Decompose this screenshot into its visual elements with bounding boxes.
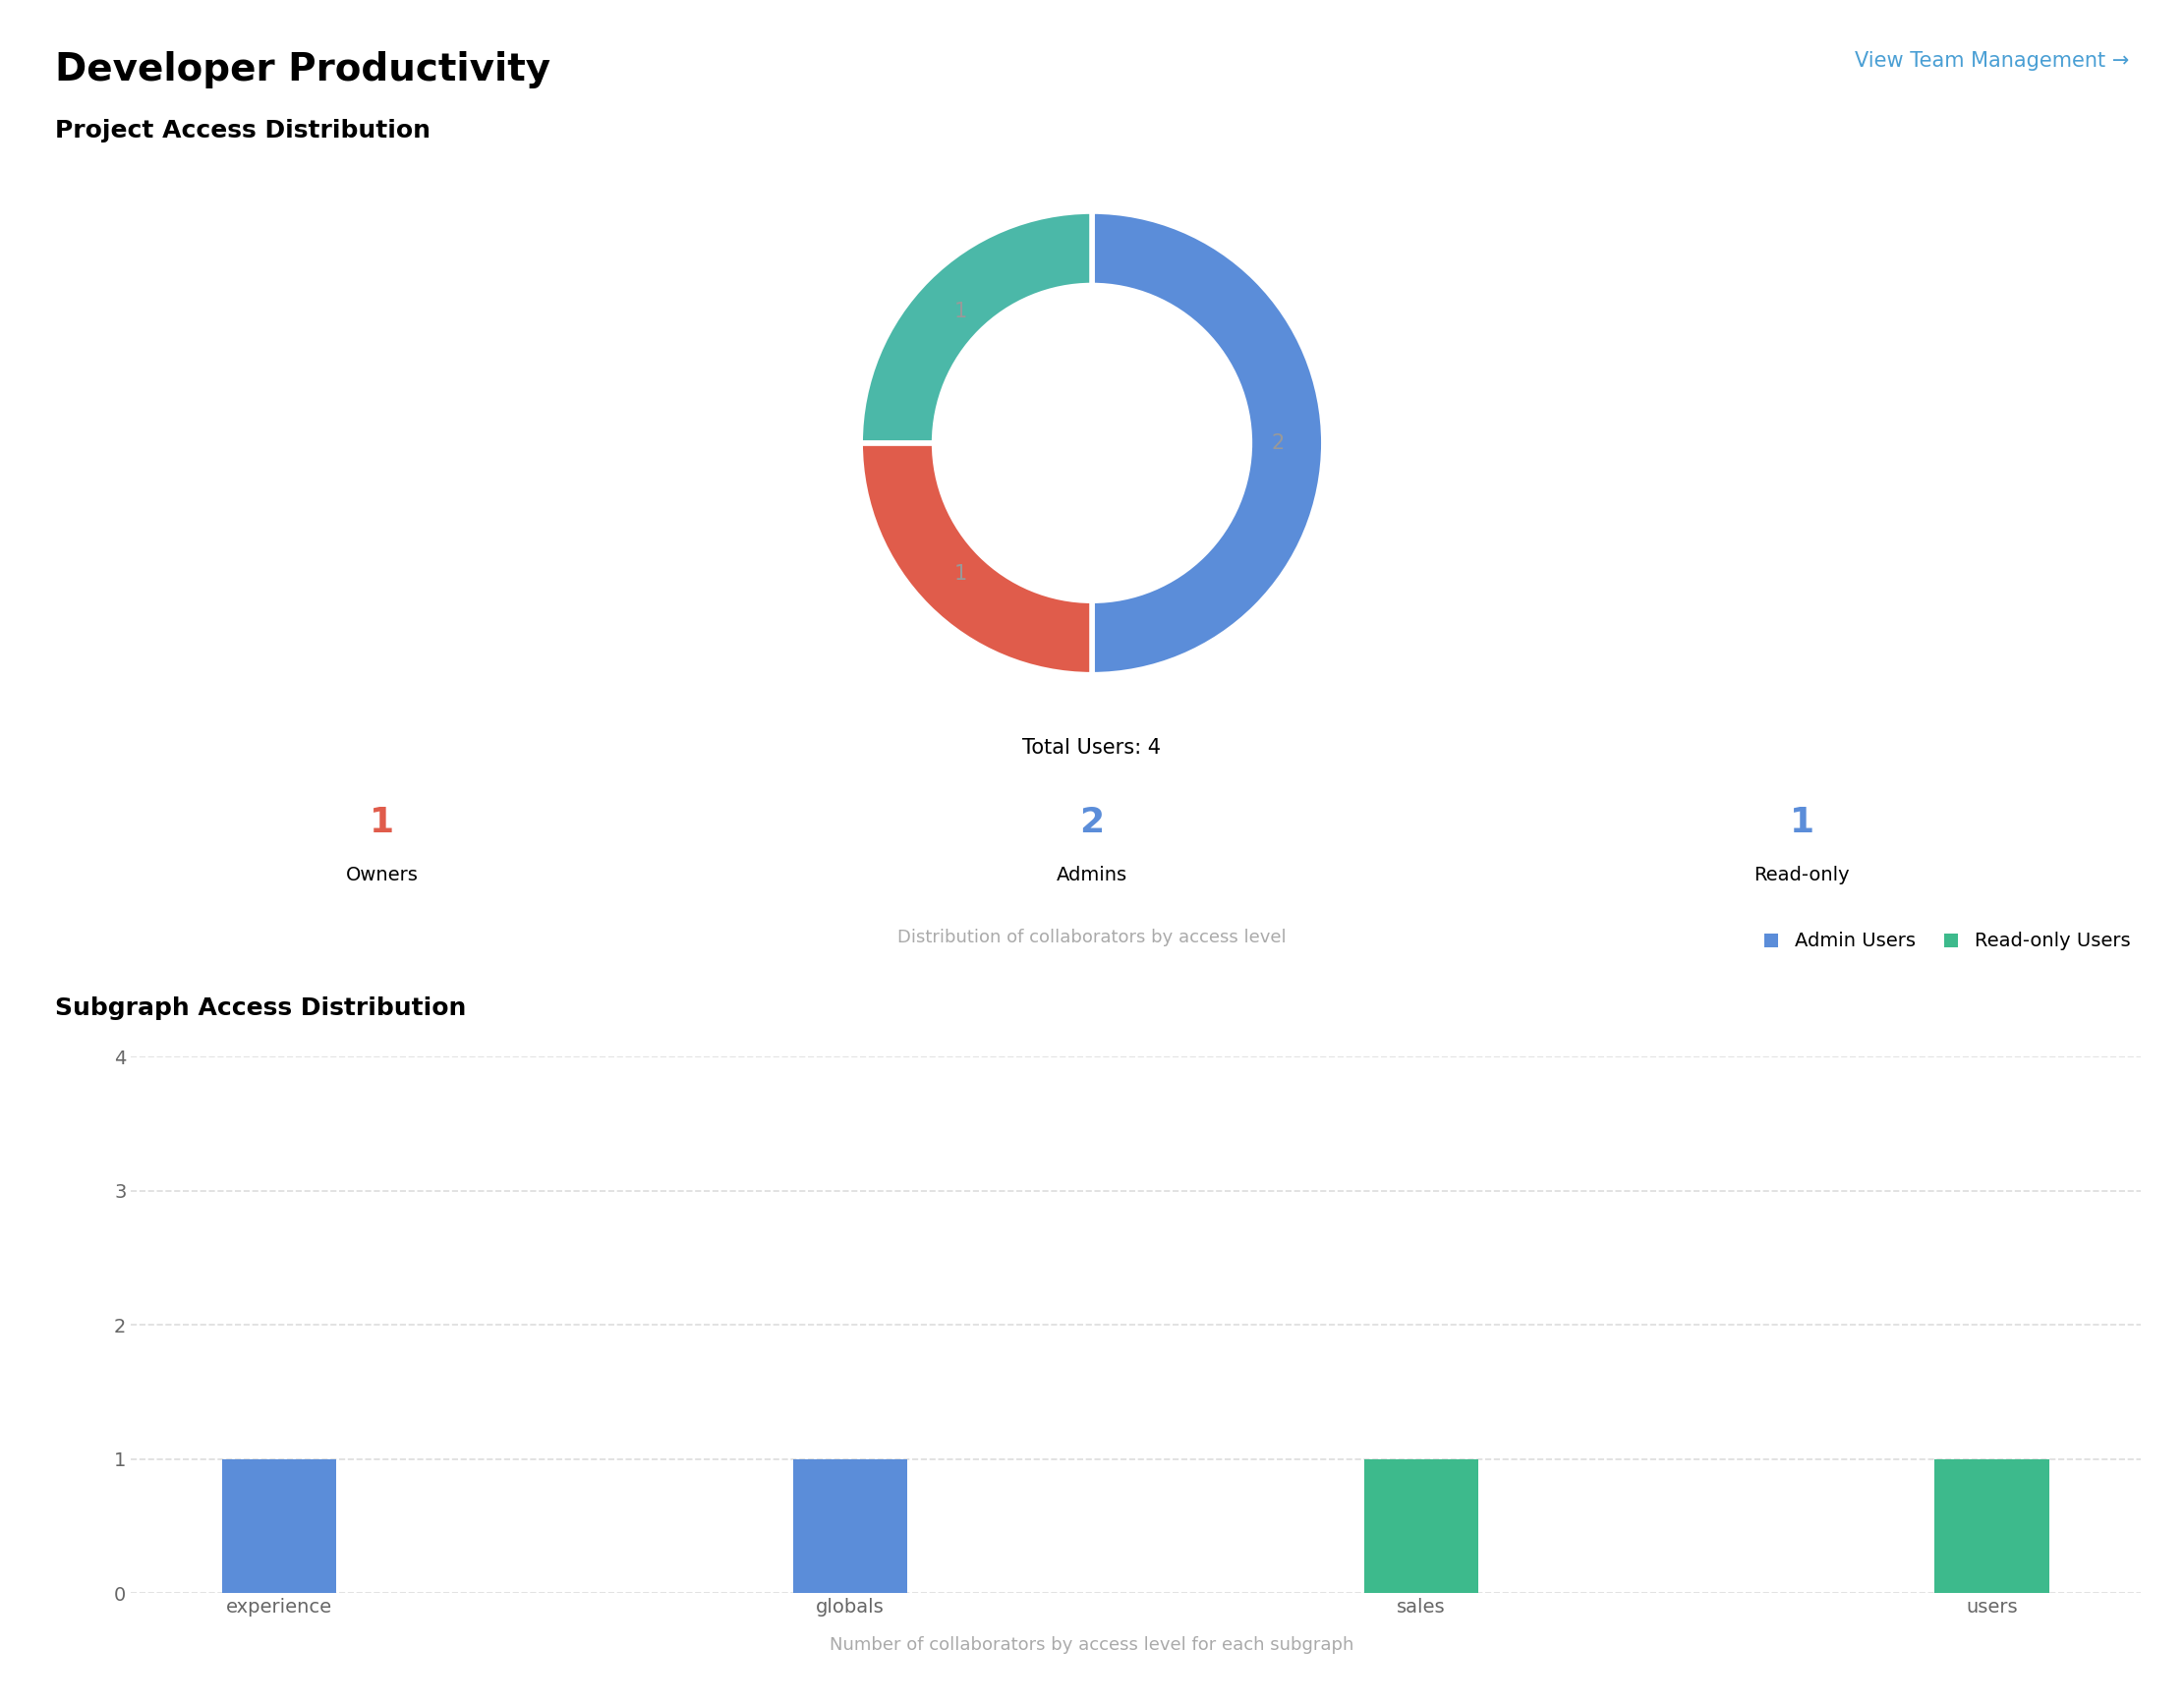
Text: 1: 1 bbox=[954, 302, 968, 322]
Text: Admins: Admins bbox=[1057, 866, 1127, 884]
Text: Total Users: 4: Total Users: 4 bbox=[1022, 738, 1162, 758]
Text: 2: 2 bbox=[1271, 433, 1284, 453]
Wedge shape bbox=[1092, 211, 1324, 675]
Wedge shape bbox=[860, 211, 1092, 443]
Text: Subgraph Access Distribution: Subgraph Access Distribution bbox=[55, 997, 465, 1021]
Bar bbox=[223, 1459, 336, 1593]
Text: 1: 1 bbox=[1789, 806, 1815, 840]
Bar bbox=[793, 1459, 906, 1593]
Legend: Admin Users, Read-only Users: Admin Users, Read-only Users bbox=[1765, 932, 2132, 951]
Bar bbox=[1935, 1459, 2049, 1593]
Text: 1: 1 bbox=[954, 564, 968, 584]
Text: Read-only: Read-only bbox=[1754, 866, 1850, 884]
Wedge shape bbox=[860, 443, 1092, 675]
Text: Owners: Owners bbox=[345, 866, 419, 884]
Text: Distribution of collaborators by access level: Distribution of collaborators by access … bbox=[898, 929, 1286, 946]
Text: 1: 1 bbox=[369, 806, 395, 840]
Text: 2: 2 bbox=[1079, 806, 1105, 840]
Text: View Team Management →: View Team Management → bbox=[1854, 51, 2129, 72]
Text: Number of collaborators by access level for each subgraph: Number of collaborators by access level … bbox=[830, 1636, 1354, 1653]
Text: Project Access Distribution: Project Access Distribution bbox=[55, 119, 430, 143]
Bar bbox=[1365, 1459, 1479, 1593]
Text: Developer Productivity: Developer Productivity bbox=[55, 51, 550, 89]
